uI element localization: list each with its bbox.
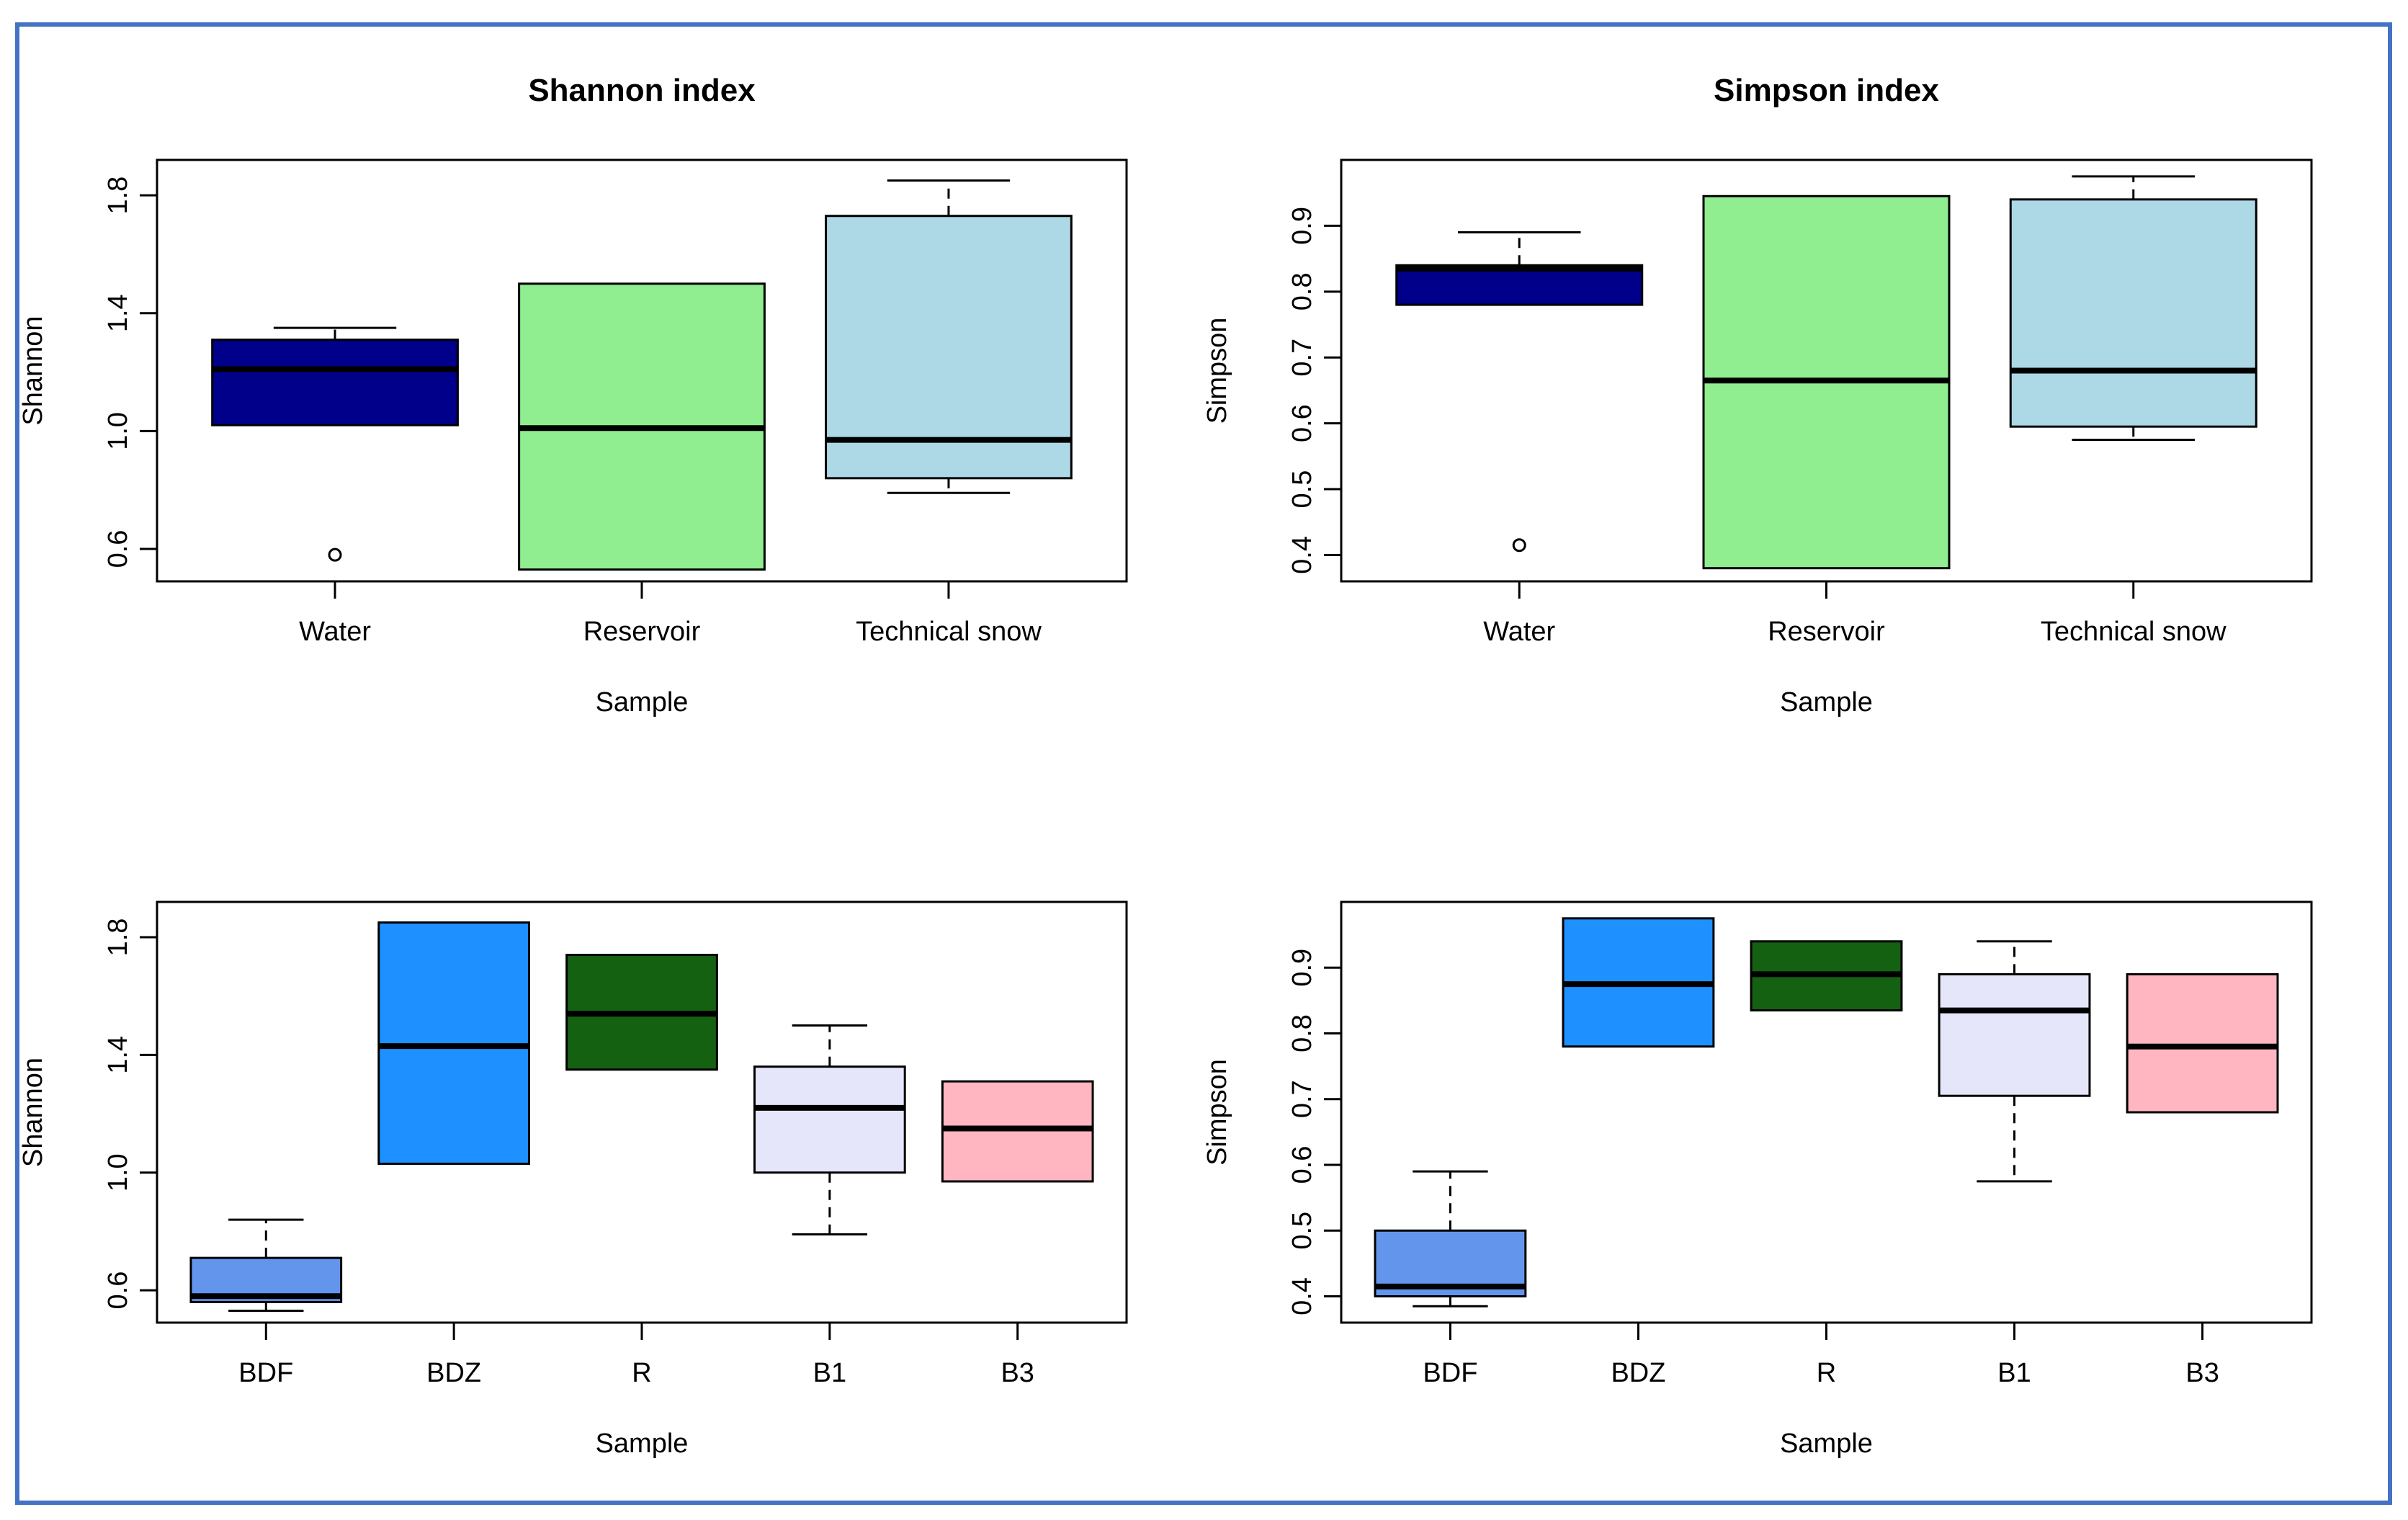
y-tick-label: 0.9 [1287, 207, 1317, 245]
box-bdz [377, 921, 530, 1165]
box-b3 [2126, 973, 2279, 1114]
box-technical-snow [825, 215, 1073, 480]
x-tick-label: Technical snow [856, 617, 1042, 647]
y-tick-label: 0.9 [1287, 949, 1317, 987]
y-tick-label: 0.4 [1287, 536, 1317, 574]
x-tick-label: R [1817, 1358, 1836, 1388]
box-technical-snow [2009, 198, 2257, 428]
box-water [1395, 264, 1644, 306]
chart-panel-1: Shannon index 0.6 1.0 1.4 1.8 Shannon Water Res… [18, 73, 1128, 717]
outlier-point [328, 547, 342, 562]
figure-frame [15, 22, 2392, 1505]
chart-panel-3: 0.6 1.0 1.4 1.8 Shannon BDF BDZ R B1 B3 Sample [18, 900, 1128, 1459]
y-tick-label: 1.4 [103, 294, 133, 332]
x-tick-label: Reservoir [583, 617, 701, 647]
x-tick-label: B1 [813, 1358, 846, 1388]
box-b1 [1938, 973, 2091, 1097]
y-tick-label: 0.6 [1287, 404, 1317, 442]
y-tick-label: 0.7 [1287, 339, 1317, 377]
x-axis-label: Sample [596, 1429, 689, 1459]
x-tick-label: BDF [1423, 1358, 1477, 1388]
chart-title: Simpson index [1714, 73, 1939, 108]
y-tick-label: 0.6 [103, 1271, 133, 1310]
x-tick-label: R [632, 1358, 651, 1388]
box-water [211, 339, 459, 426]
x-tick-label: B3 [2185, 1358, 2219, 1388]
x-axis-label: Sample [1780, 687, 1873, 717]
y-tick-label: 1.0 [103, 1153, 133, 1192]
y-tick-label: 0.5 [1287, 470, 1317, 509]
y-tick-label: 0.8 [1287, 1014, 1317, 1052]
x-tick-label: BDZ [426, 1358, 481, 1388]
y-tick-label: 0.6 [1287, 1146, 1317, 1184]
y-tick-label: 1.0 [103, 412, 133, 450]
x-tick-label: BDF [238, 1358, 293, 1388]
y-tick-label: 1.4 [103, 1036, 133, 1074]
y-axis-label: Simpson [1202, 1059, 1232, 1166]
box-b3 [941, 1080, 1094, 1183]
box-b1 [753, 1065, 906, 1174]
y-tick-label: 1.8 [103, 918, 133, 957]
chart-title: Shannon index [528, 73, 756, 108]
y-axis-label: Simpson [1202, 318, 1232, 424]
x-tick-label: BDZ [1611, 1358, 1665, 1388]
outlier-point [1512, 538, 1526, 553]
y-tick-label: 0.8 [1287, 272, 1317, 310]
y-tick-label: 1.8 [103, 176, 133, 215]
y-tick-label: 0.5 [1287, 1212, 1317, 1250]
chart-panel-4: 0.4 0.5 0.6 0.7 0.8 0.9 Simpson BDF BDZ R B1 B3 Samp… [1202, 900, 2313, 1459]
x-tick-label: Reservoir [1768, 617, 1885, 647]
x-tick-label: B1 [1997, 1358, 2031, 1388]
x-tick-label: Technical snow [2041, 617, 2226, 647]
y-tick-label: 0.7 [1287, 1080, 1317, 1118]
y-tick-label: 0.4 [1287, 1277, 1317, 1315]
y-axis-label: Shannon [18, 1058, 48, 1167]
x-tick-label: B3 [1001, 1358, 1034, 1388]
x-tick-label: Water [1483, 617, 1555, 647]
x-axis-label: Sample [596, 687, 689, 717]
y-axis-label: Shannon [18, 316, 48, 425]
y-tick-label: 0.6 [103, 530, 133, 568]
chart-panel-2: Simpson index 0.4 0.5 0.6 0.7 0.8 0.9 Simpson Wa… [1202, 73, 2313, 717]
x-axis-label: Sample [1780, 1429, 1873, 1459]
x-tick-label: Water [299, 617, 371, 647]
